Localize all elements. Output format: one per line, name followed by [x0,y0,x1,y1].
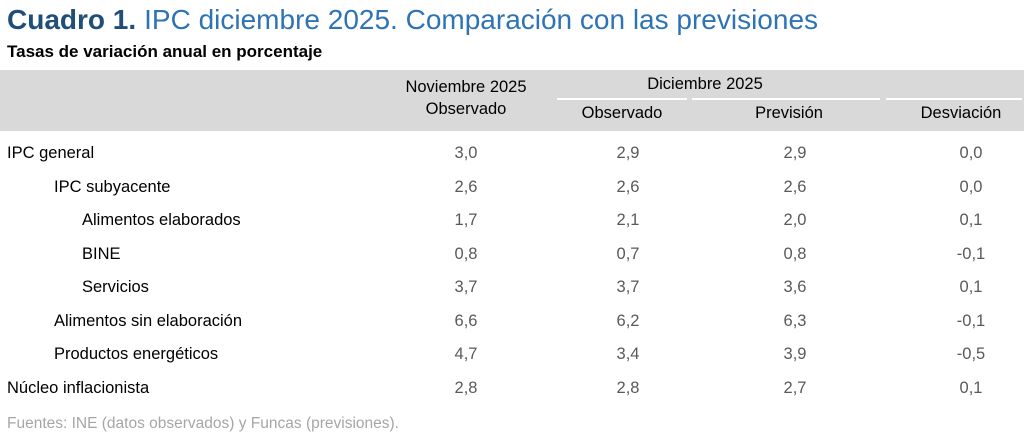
cell-diciembre-prevision: 3,6 [783,278,807,296]
row-label: IPC general [7,144,95,162]
cell-noviembre-observado: 2,8 [454,378,478,397]
cell-diciembre-prevision: 3,9 [783,345,807,363]
row-label: Alimentos elaborados [82,211,241,229]
column-header-desviacion: Desviación [920,104,1002,122]
cell-diciembre-observado: 2,9 [616,144,640,162]
cell-diciembre-observado: 2,6 [616,177,640,196]
title-text: IPC diciembre 2025. Comparación con las … [144,4,819,35]
table-number-label: Cuadro 1. [7,4,137,35]
column-header-prevision: Previsión [755,104,823,122]
cell-diciembre-observado: 0,7 [616,244,640,263]
cell-diciembre-desviacion: 0,1 [959,211,983,229]
cell-diciembre-observado: 6,2 [616,311,640,330]
cell-noviembre-observado: 1,7 [454,211,478,229]
column-group-diciembre: Diciembre 2025 [647,75,763,93]
row-label: Alimentos sin elaboración [54,311,243,330]
column-header-noviembre: Noviembre 2025 Observado [384,76,548,120]
cell-noviembre-observado: 2,6 [454,177,478,196]
row-label: Servicios [82,278,149,296]
table-row-alimentos-sin-elaboracion: Alimentos sin elaboración 6,6 6,2 6,3 -0… [0,305,1024,339]
cell-noviembre-observado: 0,8 [454,244,478,263]
table-body: IPC general 3,0 2,9 2,9 0,0 IPC subyacen… [0,131,1024,405]
cell-diciembre-desviacion: 0,0 [959,177,983,196]
column-header-noviembre-line1: Noviembre 2025 [405,78,527,96]
column-header-noviembre-line2: Observado [425,100,507,118]
cell-diciembre-desviacion: -0,1 [956,244,986,263]
row-label: BINE [82,244,121,263]
cell-diciembre-prevision: 2,0 [783,211,807,229]
table-row-servicios: Servicios 3,7 3,7 3,6 0,1 [0,271,1024,305]
cell-diciembre-observado: 3,4 [616,345,640,363]
cell-diciembre-desviacion: 0,1 [959,278,983,296]
cell-diciembre-prevision: 2,9 [783,144,807,162]
cell-diciembre-prevision: 2,7 [783,378,807,397]
cell-diciembre-desviacion: 0,1 [959,378,983,397]
cell-diciembre-observado: 3,7 [616,278,640,296]
cell-noviembre-observado: 3,7 [454,278,478,296]
table-row-productos-energeticos: Productos energéticos 4,7 3,4 3,9 -0,5 [0,338,1024,372]
row-label: Núcleo inflacionista [7,378,150,397]
table-header: Noviembre 2025 Observado Diciembre 2025 … [0,70,1024,131]
cell-diciembre-desviacion: -0,5 [956,345,986,363]
source-note: Fuentes: INE (datos observados) y Funcas… [7,415,399,432]
cell-diciembre-desviacion: -0,1 [956,311,986,330]
column-header-observado: Observado [581,104,663,122]
table-subtitle: Tasas de variación anual en porcentaje [7,42,323,61]
row-label: Productos energéticos [54,345,219,363]
header-underline-segment [557,98,687,100]
cell-noviembre-observado: 3,0 [454,144,478,162]
cell-diciembre-observado: 2,8 [616,378,640,397]
cell-diciembre-prevision: 6,3 [783,311,807,330]
cell-diciembre-prevision: 0,8 [783,244,807,263]
table-row-ipc-subyacente: IPC subyacente 2,6 2,6 2,6 0,0 [0,171,1024,205]
table-row-bine: BINE 0,8 0,7 0,8 -0,1 [0,238,1024,272]
cell-diciembre-desviacion: 0,0 [959,144,983,162]
cell-noviembre-observado: 4,7 [454,345,478,363]
header-underline-segment [692,98,880,100]
cell-diciembre-observado: 2,1 [616,211,640,229]
page-title: Cuadro 1. IPC diciembre 2025. Comparación… [7,3,818,37]
table-row-ipc-general: IPC general 3,0 2,9 2,9 0,0 [0,137,1024,171]
table-row-nucleo-inflacionista: Núcleo inflacionista 2,8 2,8 2,7 0,1 [0,372,1024,406]
header-underline-segment [886,98,1022,100]
cell-diciembre-prevision: 2,6 [783,177,807,196]
cell-noviembre-observado: 6,6 [454,311,478,330]
row-label: IPC subyacente [54,177,171,196]
table-row-alimentos-elaborados: Alimentos elaborados 1,7 2,1 2,0 0,1 [0,204,1024,238]
